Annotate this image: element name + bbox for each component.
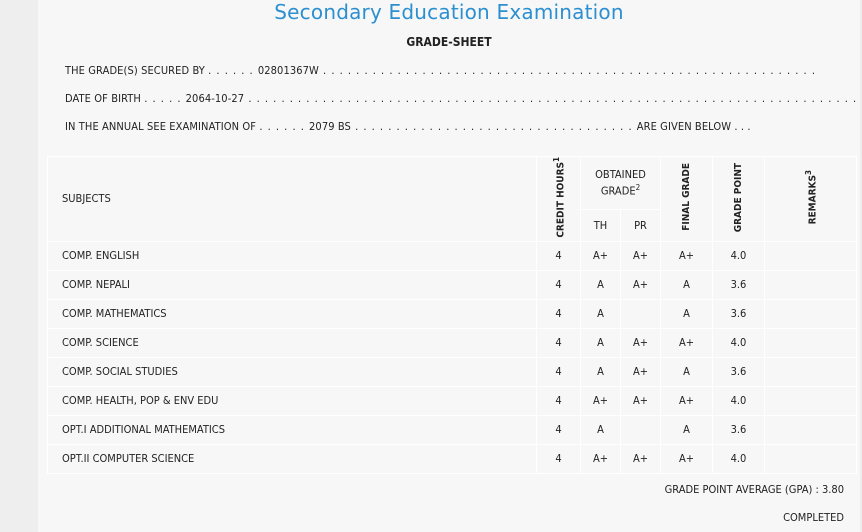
final-grade: A [660,356,713,387]
final-grade: A [660,269,713,300]
credit-hours: 4 [536,327,581,358]
obtained-grade-header: OBTAINED GRADE2 [580,155,661,211]
grade-point: 4.0 [712,327,765,358]
table-row: COMP. SCIENCE 4 A A+ A+ 4.0 [47,327,857,358]
pr-grade [620,298,661,329]
remarks [764,443,857,474]
final-grade: A [660,298,713,329]
grade-point: 4.0 [712,443,765,474]
status-text: COMPLETED [783,511,844,524]
pr-header: PR [620,209,661,242]
grade-point: 4.0 [712,240,765,271]
credit-hours: 4 [536,385,581,416]
credit-hours: 4 [536,356,581,387]
grade-sheet: Secondary Education Examination GRADE-SH… [38,0,860,532]
table-row: OPT.II COMPUTER SCIENCE 4 A+ A+ A+ 4.0 [47,443,857,474]
pr-grade: A+ [620,356,661,387]
exam-suffix: ARE GIVEN BELOW . . . [636,120,751,133]
remarks [764,414,857,445]
grade-point-header: GRADE POINT [712,156,765,242]
grade-point: 3.6 [712,414,765,445]
symbol-number: 02801367W [257,64,319,77]
th-grade: A+ [580,240,621,271]
pr-grade: A+ [620,443,661,474]
subject-name: COMP. SOCIAL STUDIES [47,356,537,387]
credit-hours: 4 [536,240,581,271]
th-grade: A [580,327,621,358]
exam-label: IN THE ANNUAL SEE EXAMINATION OF [65,120,257,133]
subject-name: COMP. ENGLISH [47,240,537,271]
subject-name: COMP. NEPALI [47,269,537,300]
th-grade: A [580,269,621,300]
subject-name: OPT.II COMPUTER SCIENCE [47,443,537,474]
th-grade: A+ [580,385,621,416]
subject-name: COMP. MATHEMATICS [47,298,537,329]
final-grade: A+ [660,327,713,358]
subject-name: COMP. HEALTH, POP & ENV EDU [47,385,537,416]
table-row: OPT.I ADDITIONAL MATHEMATICS 4 A A 3.6 [47,414,857,445]
exam-line: IN THE ANNUAL SEE EXAMINATION OF . . . .… [65,120,751,133]
page-title: Secondary Education Examination [274,0,624,24]
th-grade: A+ [580,443,621,474]
th-header: TH [580,209,621,242]
remarks [764,356,857,387]
pr-grade: A+ [620,240,661,271]
th-grade: A [580,356,621,387]
remarks [764,385,857,416]
subject-name: OPT.I ADDITIONAL MATHEMATICS [47,414,537,445]
grade-point: 4.0 [712,385,765,416]
th-grade: A [580,298,621,329]
th-grade: A [580,414,621,445]
grade-point: 3.6 [712,269,765,300]
dob-label: DATE OF BIRTH [65,92,141,105]
grade-point: 3.6 [712,298,765,329]
table-row: COMP. ENGLISH 4 A+ A+ A+ 4.0 [47,240,857,271]
pr-grade: A+ [620,269,661,300]
final-grade: A+ [660,443,713,474]
remarks-header: REMARKS3 [764,156,857,242]
dob-value: 2064-10-27 [185,92,245,105]
dob-line: DATE OF BIRTH . . . . . 2064-10-27 . . .… [65,92,858,105]
remarks [764,327,857,358]
remarks [764,298,857,329]
credit-hours: 4 [536,298,581,329]
table-row: COMP. MATHEMATICS 4 A A 3.6 [47,298,857,329]
subject-name: COMP. SCIENCE [47,327,537,358]
credit-hours-header: CREDIT HOURS1 [536,156,581,242]
pr-grade: A+ [620,327,661,358]
gpa-summary: GRADE POINT AVERAGE (GPA) : 3.80 [664,483,844,496]
subjects-header: SUBJECTS [47,156,537,242]
exam-year: 2079 BS [309,120,351,133]
table-row: COMP. SOCIAL STUDIES 4 A A+ A 3.6 [47,356,857,387]
final-grade: A+ [660,240,713,271]
final-grade: A [660,414,713,445]
final-grade-header: FINAL GRADE [660,156,713,242]
table-row: COMP. HEALTH, POP & ENV EDU 4 A+ A+ A+ 4… [47,385,857,416]
remarks [764,269,857,300]
grade-point: 3.6 [712,356,765,387]
credit-hours: 4 [536,443,581,474]
grades-table: SUBJECTS CREDIT HOURS1 OBTAINED GRADE2 F… [47,155,857,474]
secured-by-line: THE GRADE(S) SECURED BY . . . . . . 0280… [65,64,816,77]
pr-grade [620,414,661,445]
table-row: COMP. NEPALI 4 A A+ A 3.6 [47,269,857,300]
credit-hours: 4 [536,269,581,300]
grade-sheet-heading: GRADE-SHEET [406,35,492,49]
remarks [764,240,857,271]
pr-grade: A+ [620,385,661,416]
secured-by-label: THE GRADE(S) SECURED BY [65,64,205,77]
credit-hours: 4 [536,414,581,445]
final-grade: A+ [660,385,713,416]
